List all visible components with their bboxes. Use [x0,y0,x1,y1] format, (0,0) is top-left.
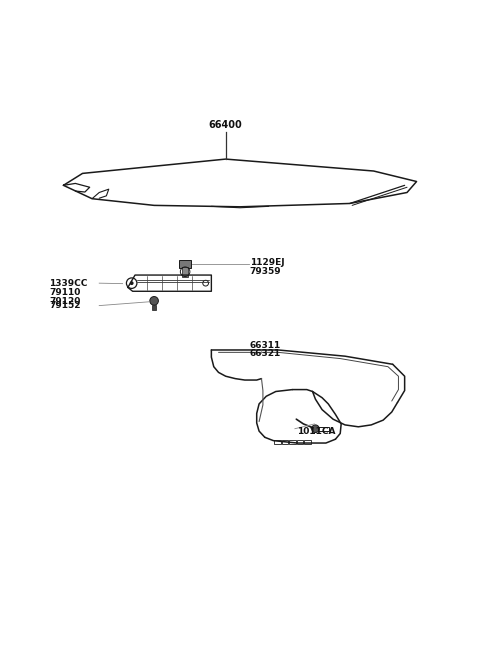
Text: 66400: 66400 [209,120,242,131]
Text: 66311: 66311 [250,341,281,350]
Circle shape [312,425,319,432]
Bar [274,440,281,445]
Text: 1011CA: 1011CA [297,426,336,436]
Bar [182,267,189,277]
Bar [152,305,156,310]
Bar [281,440,288,445]
Circle shape [150,296,158,305]
Bar [304,440,311,445]
Text: 79110: 79110 [49,288,81,297]
Text: 66321: 66321 [250,350,281,358]
Bar [289,440,296,445]
Text: 79359: 79359 [250,267,281,276]
Text: 79152: 79152 [49,301,81,310]
Bar [297,440,303,445]
Text: 1129EJ: 1129EJ [250,258,284,267]
Bar [179,260,192,268]
Text: 79120: 79120 [49,297,81,306]
Bar [318,427,329,430]
Text: 1339CC: 1339CC [49,279,87,288]
Circle shape [130,281,133,285]
